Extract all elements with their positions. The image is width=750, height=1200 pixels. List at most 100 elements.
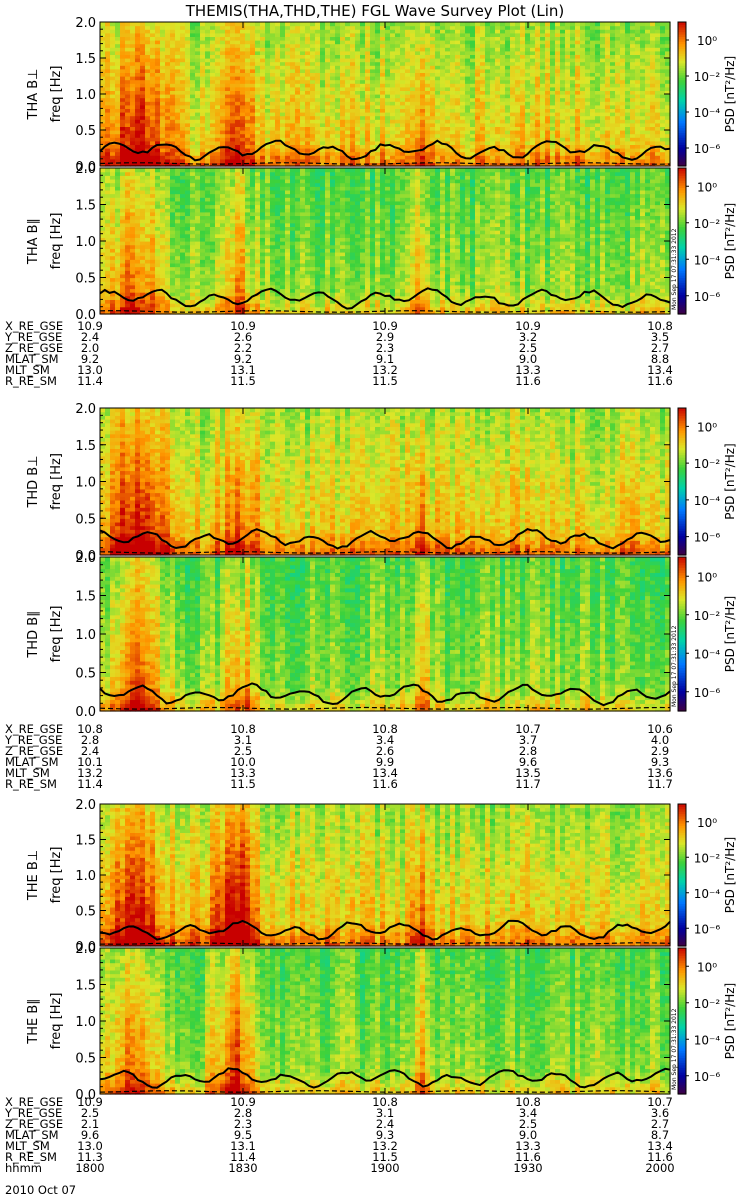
spectrogram-cell	[150, 97, 156, 102]
spectrogram-cell	[435, 68, 441, 73]
spectrogram-cell	[205, 32, 211, 37]
spectrogram-cell	[530, 32, 536, 37]
spectrogram-cell	[410, 101, 416, 106]
spectrogram-cell	[305, 65, 311, 70]
spectrogram-cell	[400, 54, 406, 59]
spectrogram-cell	[405, 122, 411, 127]
colorbar-cell	[678, 134, 686, 138]
spectrogram-cell	[175, 101, 181, 106]
spectrogram-cell	[135, 208, 141, 213]
spectrogram-cell	[280, 97, 286, 102]
spectrogram-cell	[630, 148, 636, 153]
spectrogram-cell	[145, 108, 151, 113]
spectrogram-cell	[530, 115, 536, 120]
spectrogram-cell	[490, 115, 496, 120]
spectrogram-cell	[160, 101, 166, 106]
spectrogram-cell	[480, 119, 486, 124]
spectrogram-cell	[515, 122, 521, 127]
spectrogram-cell	[415, 61, 421, 66]
spectrogram-cell	[570, 122, 576, 127]
spectrogram-cell	[575, 61, 581, 66]
spectrogram-cell	[115, 262, 121, 268]
spectrogram-cell	[615, 126, 621, 131]
spectrogram-cell	[315, 86, 321, 91]
spectrogram-cell	[305, 90, 311, 95]
spectrogram-cell	[480, 130, 486, 135]
spectrogram-cell	[470, 40, 476, 45]
spectrogram-cell	[430, 122, 436, 127]
spectrogram-cell	[525, 79, 531, 84]
spectrogram-cell	[100, 197, 106, 202]
spectrogram-cell	[550, 151, 556, 156]
spectrogram-cell	[665, 108, 671, 113]
spectrogram-cell	[490, 155, 496, 160]
spectrogram-cell	[480, 115, 486, 120]
spectrogram-cell	[355, 137, 361, 142]
spectrogram-cell	[645, 137, 651, 142]
spectrogram-cell	[665, 50, 671, 55]
spectrogram-cell	[435, 151, 441, 156]
spectrogram-cell	[620, 40, 626, 45]
spectrogram-cell	[110, 115, 116, 120]
spectrogram-cell	[315, 79, 321, 84]
spectrogram-cell	[460, 54, 466, 59]
spectrogram-cell	[250, 133, 256, 138]
spectrogram-cell	[300, 58, 306, 63]
spectrogram-cell	[180, 144, 186, 149]
spectrogram-cell	[180, 36, 186, 41]
spectrogram-cell	[425, 54, 431, 59]
spectrogram-cell	[135, 189, 141, 195]
spectrogram-cell	[390, 65, 396, 70]
spectrogram-cell	[360, 162, 366, 167]
spectrogram-cell	[270, 72, 276, 77]
spectrogram-cell	[525, 83, 531, 88]
spectrogram-cell	[125, 175, 131, 180]
spectrogram-cell	[605, 25, 611, 30]
spectrogram-cell	[260, 158, 266, 163]
colorbar-cell	[678, 84, 686, 88]
spectrogram-cell	[355, 112, 361, 117]
spectrogram-cell	[480, 86, 486, 91]
spectrogram-cell	[295, 86, 301, 91]
spectrogram-cell	[575, 97, 581, 102]
spectrogram-cell	[410, 50, 416, 55]
spectrogram-cell	[360, 36, 366, 41]
spectrogram-cell	[360, 22, 366, 27]
spectrogram-cell	[240, 40, 246, 45]
spectrogram-cell	[325, 58, 331, 63]
spectrogram-cell	[530, 47, 536, 52]
spectrogram-cell	[200, 130, 206, 135]
spectrogram-cell	[475, 72, 481, 77]
spectrogram-cell	[120, 233, 126, 238]
spectrogram-cell	[265, 94, 271, 99]
spectrogram-cell	[145, 158, 151, 163]
spectrogram-cell	[450, 47, 456, 52]
spectrogram-cell	[105, 295, 111, 300]
spectrogram-cell	[510, 140, 516, 145]
spectrogram-cell	[125, 162, 131, 167]
spectrogram-cell	[190, 122, 196, 127]
spectrogram-cell	[335, 122, 341, 127]
spectrogram-cell	[140, 140, 146, 145]
spectrogram-cell	[535, 40, 541, 45]
spectrogram-cell	[380, 94, 386, 99]
spectrogram-cell	[155, 155, 161, 160]
spectrogram-cell	[230, 54, 236, 59]
spectrogram-cell	[465, 68, 471, 73]
spectrogram-cell	[245, 47, 251, 52]
spectrogram-cell	[300, 162, 306, 167]
spectrogram-cell	[565, 130, 571, 135]
spectrogram-cell	[185, 54, 191, 59]
spectrogram-cell	[560, 32, 566, 37]
spectrogram-cell	[665, 68, 671, 73]
spectrogram-cell	[130, 171, 136, 176]
spectrogram-cell	[515, 140, 521, 145]
spectrogram-cell	[470, 130, 476, 135]
spectrogram-cell	[150, 54, 156, 59]
spectrogram-cell	[540, 25, 546, 30]
spectrogram-cell	[375, 122, 381, 127]
spectrogram-cell	[460, 76, 466, 81]
spectrogram-cell	[640, 83, 646, 88]
spectrogram-cell	[110, 22, 116, 27]
spectrogram-cell	[215, 101, 221, 106]
